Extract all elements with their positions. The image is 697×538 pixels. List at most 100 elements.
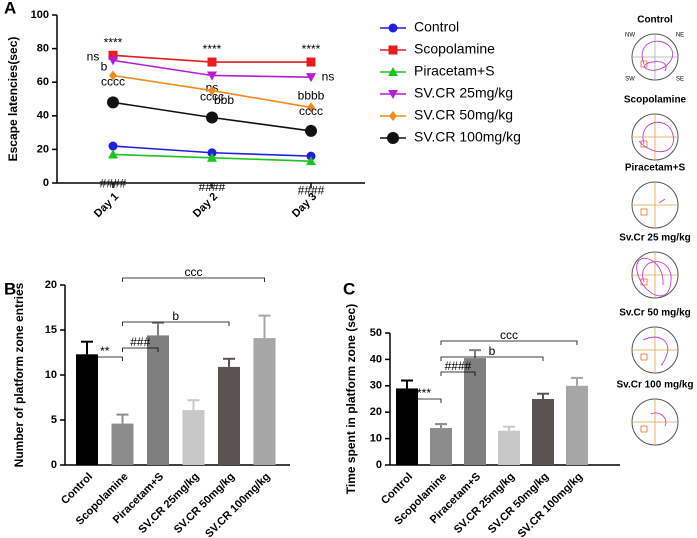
point	[306, 156, 316, 166]
x-tick-label: SV.CR 100mg/kg	[203, 471, 273, 538]
maze-platform	[640, 353, 648, 361]
x-tick-label: Control	[59, 471, 95, 507]
swim-path	[641, 40, 673, 72]
point	[207, 57, 217, 67]
point	[306, 57, 316, 67]
significance-label: **	[100, 344, 110, 358]
significance-label: b	[172, 309, 179, 323]
significance-bracket	[122, 321, 230, 326]
bar	[111, 423, 134, 465]
maze-label: Sv.Cr 100 mg/kg	[616, 380, 693, 391]
y-tick-label: 10	[370, 433, 382, 445]
significance-label: bbb	[214, 93, 234, 107]
point	[107, 96, 119, 109]
significance-bracket	[406, 398, 442, 403]
significance-label: ns	[322, 69, 335, 83]
bar	[76, 354, 98, 465]
swim-path	[642, 336, 669, 366]
x-tick-label: SV.CR 100mg/kg	[516, 471, 586, 538]
y-tick-label: 0	[376, 459, 382, 471]
y-tick-label: 60	[37, 76, 49, 88]
bar	[253, 338, 276, 465]
significance-label: cccc	[299, 104, 323, 118]
y-tick-label: 0	[43, 177, 49, 189]
significance-bracket	[122, 277, 265, 282]
point	[306, 151, 316, 161]
significance-label: ****	[203, 42, 222, 56]
point	[108, 50, 118, 60]
maze-label: Sv.Cr 25 mg/kg	[619, 233, 691, 244]
point	[207, 152, 217, 162]
legend-marker	[388, 45, 398, 55]
y-tick-label: 0	[51, 459, 57, 471]
panel-label: A	[4, 0, 16, 17]
y-tick-label: 50	[370, 327, 382, 339]
point	[108, 141, 118, 151]
quadrant-label: NW	[625, 33, 635, 39]
point	[305, 124, 317, 137]
significance-label: ####	[445, 359, 472, 373]
point	[306, 73, 316, 83]
significance-bracket	[440, 356, 544, 361]
bar	[396, 388, 418, 465]
maze-label: Scopolamine	[624, 95, 687, 106]
quadrant-label: NE	[676, 33, 684, 39]
x-tick-label: SV.CR 25mg/kg	[136, 471, 201, 536]
bar	[498, 430, 520, 465]
y-tick-label: 20	[37, 143, 49, 155]
legend-marker	[388, 23, 398, 33]
swim-path	[650, 412, 667, 427]
x-tick-label: Day 2	[191, 191, 220, 220]
significance-bracket	[122, 347, 159, 352]
legend-marker	[389, 111, 397, 121]
maze-label: Control	[637, 15, 673, 26]
y-tick-label: 20	[45, 279, 57, 291]
significance-label: cccc	[101, 75, 125, 89]
legend-label: Scopolamine	[414, 41, 495, 57]
significance-label: ####	[199, 180, 226, 194]
legend-label: SV.CR 25mg/kg	[414, 85, 513, 101]
y-tick-label: 40	[37, 110, 49, 122]
y-tick-label: 10	[45, 369, 57, 381]
significance-label: ####	[100, 177, 127, 191]
quadrant-label: SE	[676, 77, 684, 83]
bar	[182, 410, 205, 465]
y-tick-label: 80	[37, 43, 49, 55]
y-tick-label: 15	[45, 324, 57, 336]
significance-label: ccc	[185, 265, 203, 279]
significance-label: ccc	[500, 328, 518, 342]
legend-marker	[388, 90, 398, 99]
significance-label: b	[489, 344, 496, 358]
maze-platform	[640, 140, 648, 148]
y-axis-label: Number of platform zone entries	[12, 282, 26, 467]
significance-label: ns	[87, 50, 100, 64]
panel-label: C	[343, 279, 355, 298]
point	[109, 70, 117, 81]
legend-label: SV.CR 50mg/kg	[414, 107, 513, 123]
y-tick-label: 20	[370, 406, 382, 418]
legend-marker	[388, 67, 398, 76]
significance-label: ****	[104, 35, 123, 49]
significance-bracket	[440, 340, 578, 345]
significance-label: ***	[417, 386, 431, 400]
maze-label: Sv.Cr 50 mg/kg	[619, 308, 691, 319]
point	[207, 71, 217, 81]
point	[206, 111, 218, 124]
point	[108, 56, 118, 66]
bar	[430, 428, 452, 465]
legend-label: Piracetam+S	[414, 63, 495, 79]
legend-marker	[387, 132, 399, 144]
point	[207, 148, 217, 158]
y-axis-label: Time spent in platform zone (sec)	[344, 304, 358, 494]
bar	[218, 366, 240, 465]
y-tick-label: 100	[31, 9, 49, 21]
bar	[147, 335, 169, 465]
bar	[566, 385, 588, 465]
significance-label: ###	[130, 335, 150, 349]
swim-path	[658, 198, 666, 204]
significance-label: ****	[302, 42, 321, 56]
point	[307, 102, 315, 113]
y-tick-label: 40	[370, 353, 382, 365]
point	[108, 149, 118, 159]
maze-platform	[640, 208, 648, 216]
